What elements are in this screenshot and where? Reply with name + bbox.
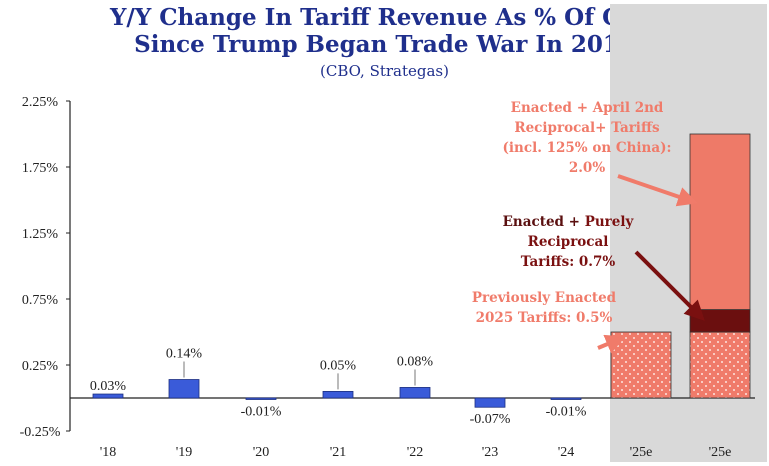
bar-data-label: -0.07% [470, 412, 511, 427]
annotation-reciprocal-line: Reciprocal [528, 234, 609, 250]
y-tick-label: 2.25% [22, 95, 59, 110]
x-tick-label: '24 [558, 445, 575, 460]
annotation-reciprocal-arrow [634, 250, 705, 321]
annotation-april2-line: (incl. 125% on China): [503, 140, 672, 156]
annotation-previous-arrow [597, 334, 626, 354]
historical-bar [322, 390, 354, 399]
historical-bar [168, 379, 200, 399]
bar-data-label: 0.03% [90, 379, 127, 394]
bar-data-label: 0.08% [397, 354, 434, 369]
y-tick-label: 1.75% [22, 161, 59, 176]
stack-segment-previously-enacted [689, 331, 751, 399]
x-tick-label: '23 [482, 445, 499, 460]
annotation-previous-line: Previously Enacted [472, 290, 617, 306]
annotation-april2-line: Reciprocal+ Tariffs [514, 120, 660, 136]
annotation-reciprocal-prefix: Enacted + [503, 214, 585, 230]
y-tick-label: 1.25% [22, 227, 59, 242]
x-tick-label: '25e [709, 445, 732, 460]
x-tick-label: '20 [253, 445, 270, 460]
x-tick-label: '18 [100, 445, 117, 460]
y-tick-label: -0.25% [20, 425, 61, 440]
historical-bar [399, 387, 431, 399]
y-tick-label: 0.75% [22, 293, 59, 308]
y-tick-label: 0.25% [22, 359, 59, 374]
historical-bar [550, 397, 582, 400]
historical-bar [92, 393, 124, 399]
bar-data-label: 0.14% [166, 347, 203, 362]
chart-title: Y/Y Change In Tariff Revenue As % Of GDP… [0, 4, 769, 58]
x-tick-label: '21 [330, 445, 347, 460]
x-tick-label: '25e [630, 445, 653, 460]
annotation-reciprocal-line: Tariffs: 0.7% [521, 254, 616, 270]
bar-data-label: -0.01% [546, 404, 587, 419]
x-tick-label: '22 [407, 445, 424, 460]
chart-title-line-2: Since Trump Began Trade War In 2018 [134, 31, 635, 58]
bar-data-label: 0.05% [320, 358, 357, 373]
estimate-bar-previously-enacted [610, 331, 672, 399]
annotation-reciprocal-highlight: Purely [585, 214, 635, 230]
annotation-april2-arrow [617, 174, 698, 207]
bar-data-label: -0.01% [241, 404, 282, 419]
chart-source: (CBO, Strategas) [319, 62, 449, 80]
annotation-previous-line: 2025 Tariffs: 0.5% [476, 310, 613, 326]
annotation-reciprocal-title: Enacted + Purely [503, 214, 635, 230]
x-tick-label: '19 [176, 445, 193, 460]
stack-segment-april-2nd [689, 133, 751, 310]
annotation-april2-line: Enacted + April 2nd [511, 100, 664, 116]
historical-bar [474, 397, 506, 408]
annotation-april2-line: 2.0% [569, 160, 605, 176]
chart-title-line-1: Y/Y Change In Tariff Revenue As % Of GDP [110, 4, 659, 31]
historical-bar [245, 397, 277, 400]
